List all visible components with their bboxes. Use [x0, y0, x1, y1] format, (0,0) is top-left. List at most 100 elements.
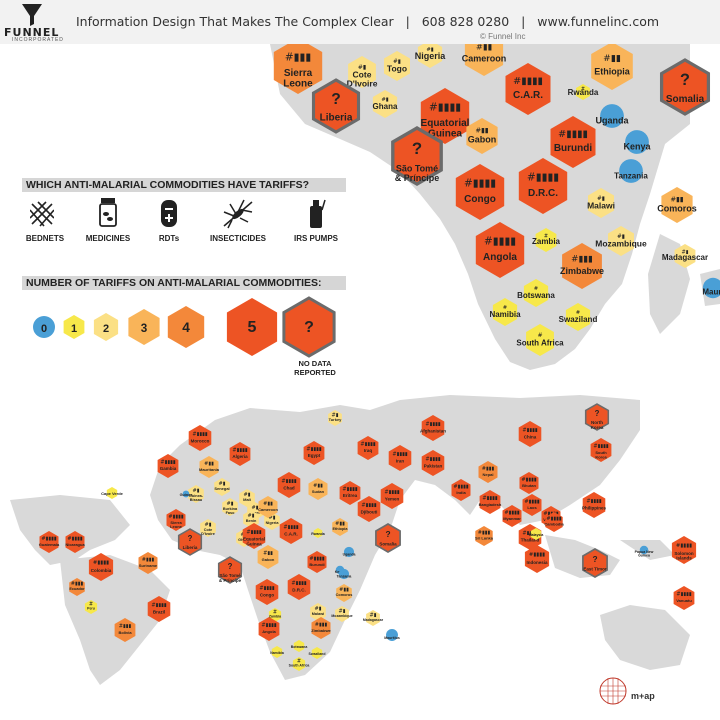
- world-country-bangladesh: #▮▮▮▮Bangladesh: [479, 490, 502, 514]
- commodity-icons: #▮▮▮: [478, 530, 491, 536]
- country-label: Suriname: [139, 563, 158, 568]
- country-label: Faso: [226, 511, 236, 515]
- svg-text:?: ?: [304, 319, 314, 336]
- commodity-icons: #▮▮▮▮: [192, 431, 207, 437]
- zoom-country-ethiopia: #▮▮ Ethiopia: [591, 44, 633, 90]
- tariff-marker: [310, 603, 326, 621]
- commodity-icons: #▮▮▮▮: [425, 456, 440, 462]
- commodity-icons: #▮▮▮▮: [309, 556, 324, 562]
- world-country-sao-tome-principe: ? São Tomé& Príncipe: [217, 556, 243, 584]
- no-data-mark: ?: [680, 71, 690, 89]
- country-label: D.R.C.: [528, 188, 558, 199]
- country-label: Ethiopia: [333, 527, 349, 531]
- world-country-eritrea: #▮▮▮▮Eritrea: [339, 481, 361, 505]
- country-label: Mozambique: [331, 614, 352, 618]
- country-label: Myanmar: [503, 516, 521, 521]
- country-label: Ghana: [373, 102, 398, 111]
- tariff-level-5: 5: [226, 298, 278, 356]
- world-country-south-africa: #South Africa: [289, 657, 310, 671]
- country-label: Bolivia: [118, 630, 132, 635]
- tariff-marker: [466, 118, 498, 154]
- country-label: Laos: [527, 505, 537, 510]
- tariff-marker: [177, 528, 203, 556]
- commodity-icons: #▮▮: [335, 521, 345, 527]
- zoom-country-south-africa: #South Africa: [516, 324, 564, 356]
- tariff-marker: [576, 84, 590, 100]
- svg-text:2: 2: [103, 323, 109, 335]
- world-country-vanuatu: #▮▮▮▮Vanuatu: [673, 586, 695, 610]
- zoom-country-togo: #▮Togo: [384, 51, 410, 81]
- world-country-zimbabwe: #▮▮▮Zimbabwe: [311, 617, 332, 639]
- country-label: Afghanistan: [420, 429, 446, 434]
- world-country-botswana: Botswana: [291, 640, 307, 652]
- logo-subtitle: INCORPORATED: [12, 37, 64, 43]
- zoom-country-madagascar: #▮Madagascar: [662, 244, 708, 268]
- zoom-country-rwanda: #Rwanda: [568, 84, 599, 100]
- country-label: D.R.C.: [292, 588, 306, 593]
- country-label: Benin: [246, 519, 257, 523]
- country-label: Mauritania: [199, 467, 220, 472]
- commodity-icons: #: [297, 659, 301, 665]
- commodity-icons: #: [581, 86, 585, 92]
- tariff-marker: [492, 298, 518, 326]
- country-label: Namibia: [489, 310, 521, 319]
- world-country-liberia: ? Liberia: [177, 528, 203, 556]
- commodity-icons: #▮▮▮▮: [342, 487, 357, 493]
- copyright-text: © Funnel Inc: [480, 32, 526, 41]
- country-label: Namibia: [270, 651, 284, 655]
- country-label: Solomon: [674, 551, 693, 556]
- country-label: Vanuatu: [676, 598, 692, 603]
- commodity-icons: #▮▮▮▮: [586, 498, 601, 504]
- world-country-namibia: Namibia: [270, 646, 284, 658]
- tariff-marker: [464, 44, 504, 76]
- world-country-malaysia: Malaysia: [529, 528, 543, 540]
- commodity-icons: #▮: [426, 47, 433, 53]
- country-label: Morocco: [191, 439, 210, 444]
- commodity-label-medicines: MEDICINES: [85, 234, 131, 243]
- country-label: South Africa: [289, 663, 310, 667]
- tariff-marker: [271, 646, 283, 658]
- world-country-djibouti: #▮▮▮▮ Djibouti: [357, 496, 381, 522]
- commodity-icons: #▮▮: [670, 195, 683, 203]
- commodity-icons: #▮▮▮▮: [524, 499, 539, 505]
- commodity-icons: #▮▮▮▮: [593, 444, 608, 450]
- zoom-country-uganda: Uganda: [595, 104, 629, 128]
- commodity-icons: #▮: [315, 606, 322, 612]
- tariff-marker: [523, 279, 549, 307]
- world-country-bhutan: #▮▮▮▮Bhutan: [519, 472, 539, 494]
- commodity-icons: #▮▮▮▮: [93, 560, 109, 566]
- country-label: Turkey: [329, 417, 343, 422]
- tariff-marker: [114, 618, 136, 642]
- tariff-marker: [307, 551, 327, 573]
- commodity-icons: #▮▮▮: [571, 254, 593, 264]
- country-label: Indonesia: [526, 560, 548, 565]
- commodity-icons: #▮▮▮▮: [521, 477, 536, 483]
- world-country-mozambique: #▮Mozambique: [331, 606, 353, 622]
- world-country-somalia: ? Somalia: [375, 523, 401, 553]
- country-label: & Príncipe: [395, 173, 440, 183]
- tariff-marker: [519, 472, 539, 494]
- country-label: C.A.R.: [284, 532, 298, 537]
- tariff-marker: [608, 226, 634, 256]
- commodity-icons: #: [503, 305, 508, 311]
- tariff-marker: [199, 456, 219, 478]
- country-label: Ethiopia: [594, 66, 630, 76]
- commodity-icons: #▮▮: [204, 461, 214, 467]
- tariff-marker: [338, 568, 350, 580]
- no-data-mark: ?: [412, 139, 422, 158]
- commodity-icons: #: [544, 234, 548, 240]
- commodity-icons: #▮: [393, 59, 401, 65]
- country-label: Liberia: [183, 545, 198, 550]
- logo-wordmark: FUNNEL: [4, 26, 60, 39]
- tariff-marker: [421, 450, 445, 476]
- country-label: Cameroon: [258, 507, 278, 512]
- commodity-icons: #▮▮▮: [142, 557, 155, 563]
- country-label: Zambia: [269, 614, 281, 618]
- tariff-marker: [384, 51, 410, 81]
- country-label: Cameroon: [462, 54, 507, 64]
- tariff-marker: [166, 509, 186, 531]
- tariff-marker: [619, 159, 643, 183]
